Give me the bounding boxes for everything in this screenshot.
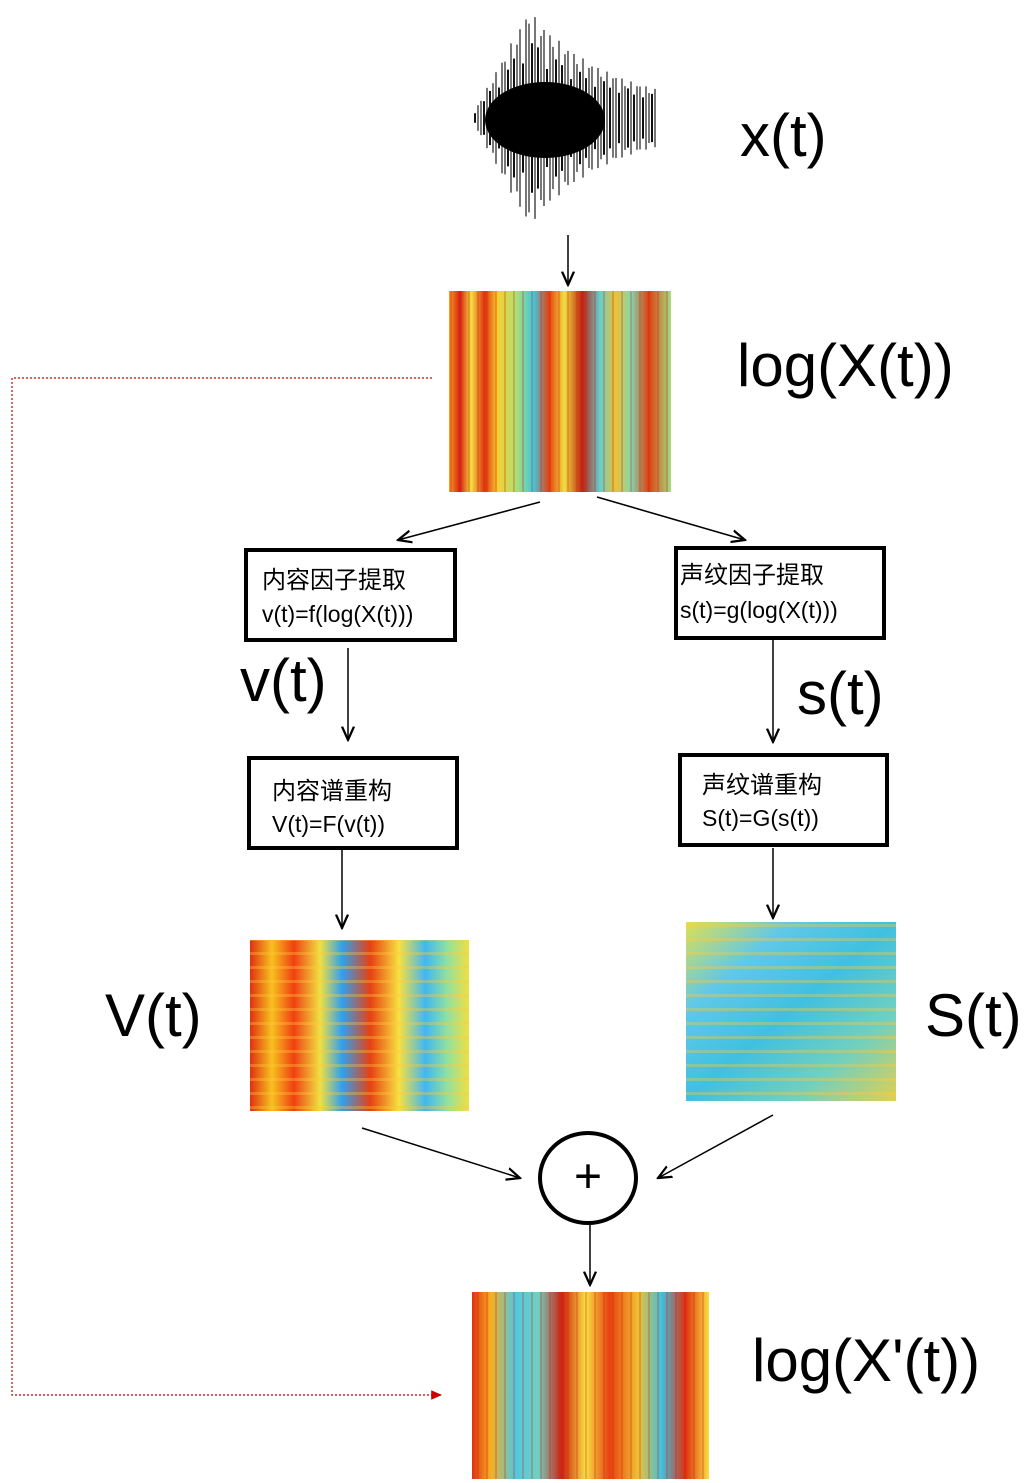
signal-label: x(t): [740, 102, 827, 169]
factor-label: s(t): [797, 660, 884, 727]
waveform: [475, 17, 655, 219]
waveform-core: [485, 82, 605, 158]
arrow: [597, 497, 745, 540]
spectrum-label: S(t): [925, 982, 1022, 1049]
box-formula: s(t)=g(log(X(t))): [680, 597, 838, 623]
box-title: 内容因子提取: [262, 566, 406, 594]
spectrogram-texture: [449, 291, 671, 492]
box-formula: v(t)=f(log(X(t))): [262, 601, 413, 627]
skip-connection: [12, 378, 442, 1395]
arrow: [398, 502, 540, 540]
diagram: x(t) log(X(t)) 内容因子提取 v(t)=f(log(X(t))) …: [0, 0, 1029, 1479]
box-formula: V(t)=F(v(t)): [272, 811, 385, 837]
factor-label: v(t): [240, 647, 327, 714]
spectrum-label: V(t): [105, 982, 202, 1049]
box-title: 声纹谱重构: [702, 771, 822, 799]
box-title: 内容谱重构: [272, 777, 392, 805]
box-formula: S(t)=G(s(t)): [702, 805, 819, 831]
arrow: [658, 1115, 773, 1178]
sum-symbol: +: [574, 1151, 602, 1204]
spectrogram-texture: [472, 1292, 709, 1479]
spectrogram-texture: [686, 922, 896, 1101]
arrow: [362, 1128, 520, 1178]
process-box: [680, 755, 887, 845]
spectrogram-label: log(X(t)): [737, 332, 954, 399]
output-label: log(X'(t)): [752, 1327, 980, 1394]
spectrogram-texture: [250, 940, 469, 1111]
box-title: 声纹因子提取: [680, 561, 824, 589]
